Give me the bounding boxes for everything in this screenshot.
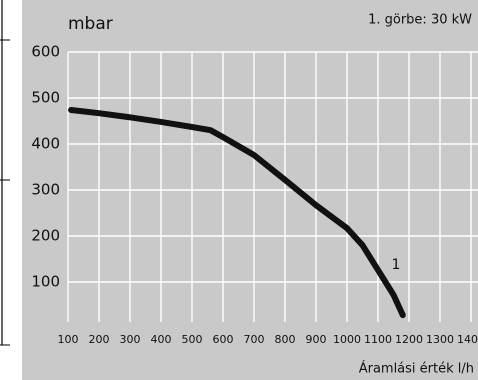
chart-title: 1. görbe: 30 kW (368, 13, 472, 28)
y-tick-label: 300 (31, 181, 60, 199)
data-line (68, 106, 406, 319)
y-tick-label: 400 (31, 135, 60, 153)
x-tick-label: 300 (120, 333, 141, 346)
x-tick-label: 100 (58, 333, 79, 346)
x-tick-label: 800 (275, 333, 296, 346)
series-label: 1 (392, 257, 401, 273)
x-tick-label: 1200 (395, 333, 423, 346)
x-tick-label: 1400 (457, 333, 478, 346)
x-tick-label: 200 (89, 333, 110, 346)
x-tick-label: 900 (306, 333, 327, 346)
x-tick-label: 1100 (364, 333, 392, 346)
y-tick-label: 600 (31, 43, 60, 61)
y-tick-label: 200 (31, 227, 60, 245)
x-tick-label: 700 (244, 333, 265, 346)
x-tick-label: 1000 (333, 333, 361, 346)
x-tick-label: 500 (182, 333, 203, 346)
x-axis-label: Áramlási érték l/h (359, 361, 474, 377)
x-tick-label: 1300 (426, 333, 454, 346)
x-tick-label: 600 (213, 333, 234, 346)
y-tick-label: 500 (31, 89, 60, 107)
y-tick-label: 100 (31, 273, 60, 291)
y-axis-label: mbar (68, 14, 113, 34)
x-tick-label: 400 (151, 333, 172, 346)
